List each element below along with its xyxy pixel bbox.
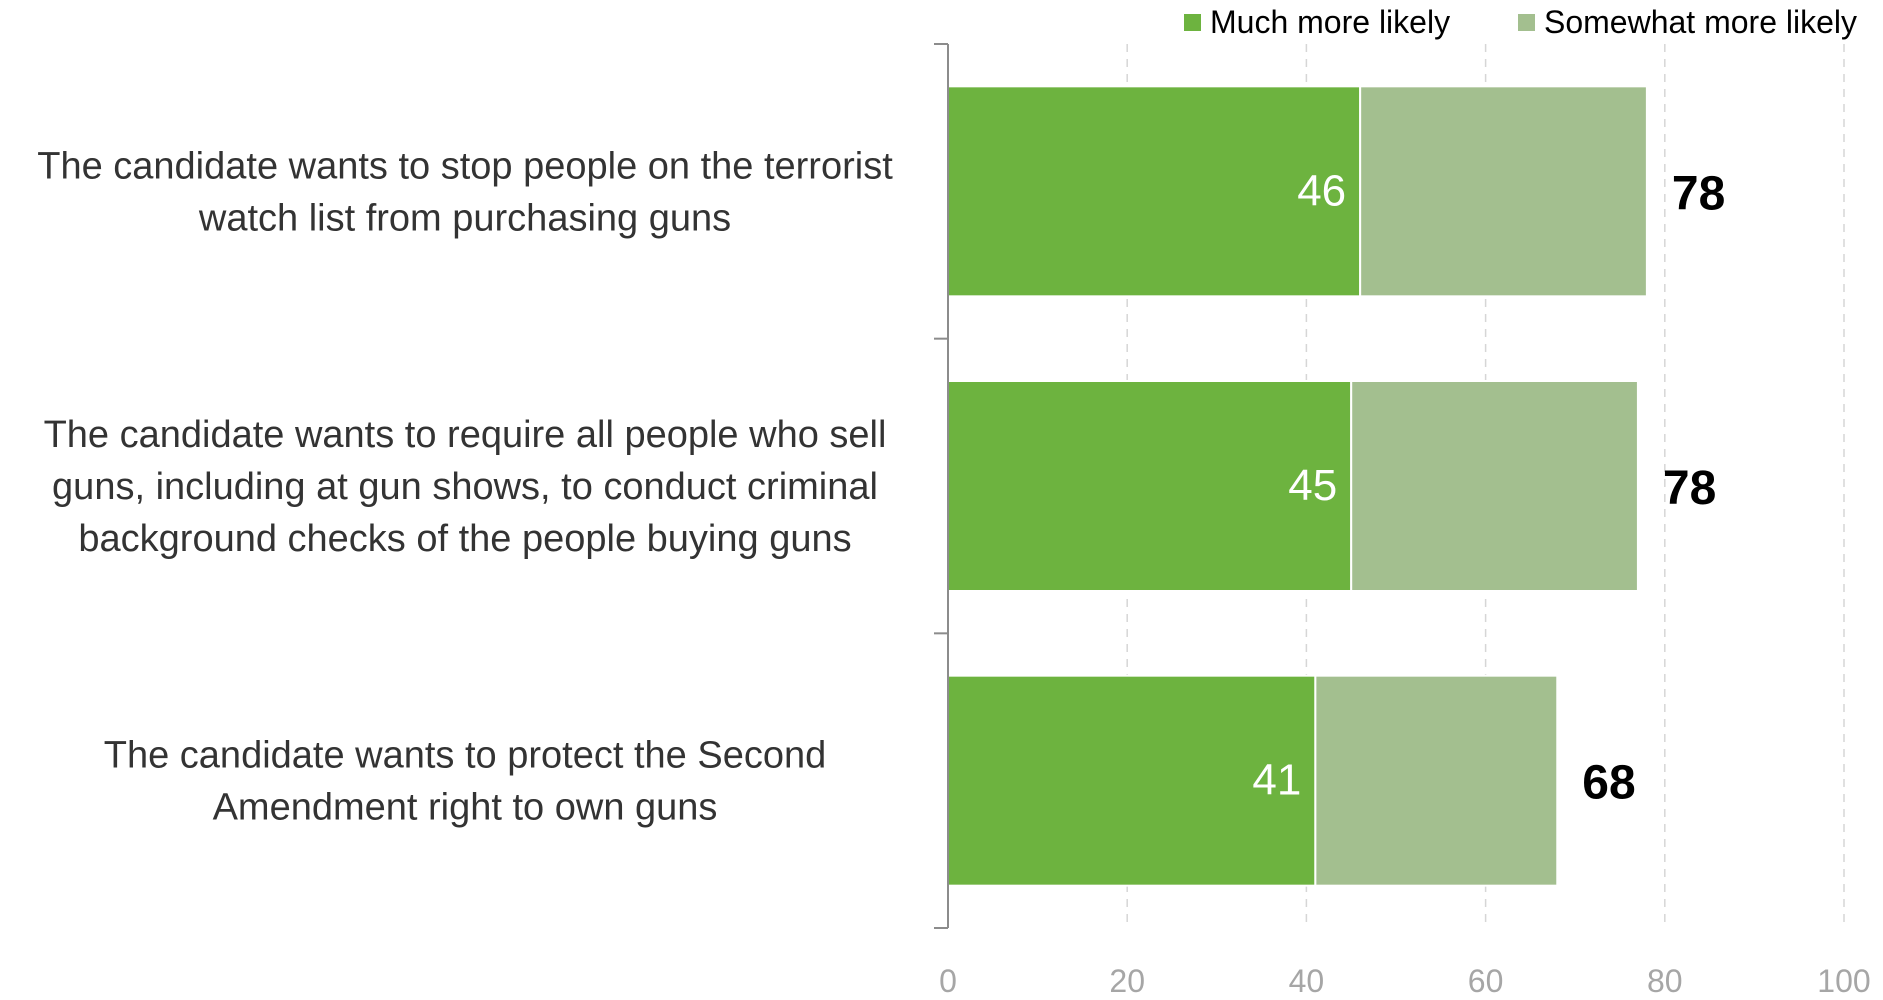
category-label-line: The candidate wants to require all peopl… xyxy=(44,414,887,456)
category-label: The candidate wants to protect the Secon… xyxy=(104,735,826,829)
legend-swatch-somewhat-more-likely xyxy=(1518,14,1535,31)
category-label-line: guns, including at gun shows, to conduct… xyxy=(52,466,878,508)
category-label-line: The candidate wants to stop people on th… xyxy=(37,145,893,187)
total-label: 78 xyxy=(1663,462,1716,515)
category-label: The candidate wants to stop people on th… xyxy=(37,145,893,239)
x-tick-label: 40 xyxy=(1289,963,1325,995)
x-tick-label: 80 xyxy=(1647,963,1683,995)
x-tick-label: 60 xyxy=(1468,963,1504,995)
category-label-line: background checks of the people buying g… xyxy=(78,518,851,560)
category-label-line: The candidate wants to protect the Secon… xyxy=(104,735,826,777)
bar-somewhat-more-likely xyxy=(1314,674,1559,887)
legend-label: Somewhat more likely xyxy=(1544,4,1857,40)
bar-much-more-likely xyxy=(947,85,1362,298)
bar-somewhat-more-likely xyxy=(1350,380,1639,592)
category-label-line: watch list from purchasing guns xyxy=(198,197,731,239)
total-label: 78 xyxy=(1672,167,1725,220)
data-label: 41 xyxy=(1252,756,1301,805)
bar-somewhat-more-likely xyxy=(1359,85,1648,298)
legend-label: Much more likely xyxy=(1210,4,1450,40)
legend-swatch-much-more-likely xyxy=(1184,14,1201,31)
category-label: The candidate wants to require all peopl… xyxy=(44,414,887,560)
x-tick-label: 100 xyxy=(1817,963,1870,995)
bar-much-more-likely xyxy=(947,674,1317,887)
x-tick-label: 20 xyxy=(1109,963,1145,995)
total-label: 68 xyxy=(1582,757,1635,810)
data-label: 45 xyxy=(1288,461,1337,510)
category-label-line: Amendment right to own guns xyxy=(213,787,718,829)
x-tick-label: 0 xyxy=(939,963,957,995)
data-label: 46 xyxy=(1297,166,1346,215)
